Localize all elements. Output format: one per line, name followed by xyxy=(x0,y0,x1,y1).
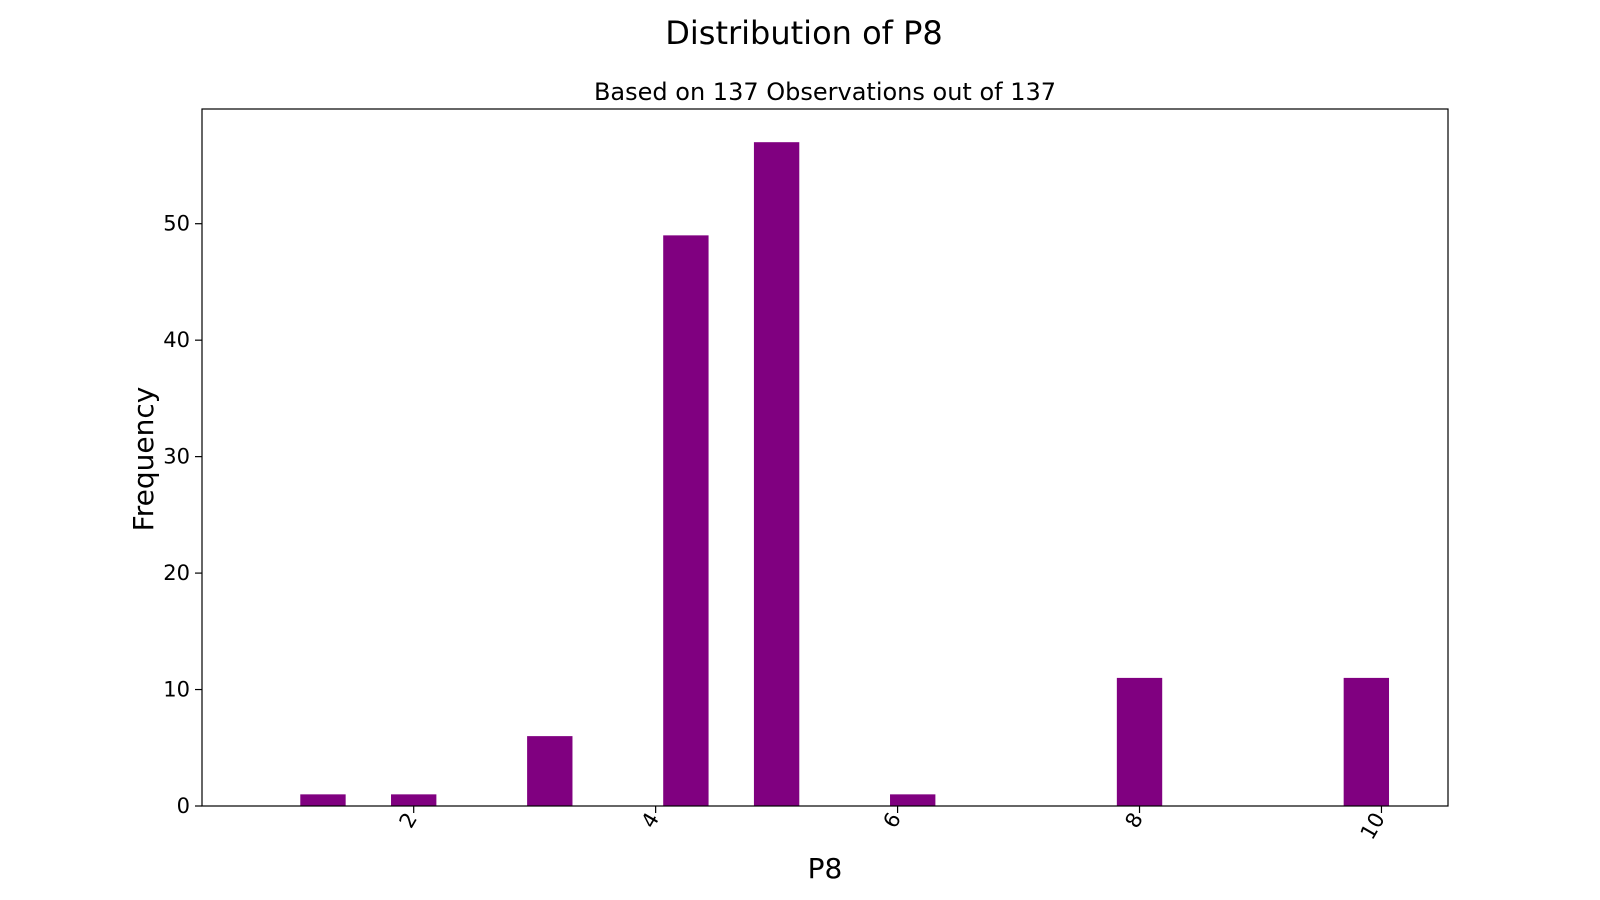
x-tick-label: 4 xyxy=(636,809,663,833)
y-axis-ticks: 0 10 20 30 40 50 xyxy=(163,212,202,818)
x-tick-label: 10 xyxy=(1356,809,1390,844)
y-tick-label: 20 xyxy=(163,561,190,585)
bar xyxy=(1116,677,1163,806)
bar xyxy=(753,142,800,806)
bar xyxy=(1343,677,1390,806)
y-tick-label: 30 xyxy=(163,445,190,469)
y-axis-label: Frequency xyxy=(127,387,160,532)
bar xyxy=(391,794,437,806)
y-tick-label: 40 xyxy=(163,328,190,352)
x-tick-label: 2 xyxy=(395,809,422,833)
x-axis-ticks: 2 4 6 8 10 xyxy=(395,806,1390,844)
x-tick-label: 8 xyxy=(1120,809,1147,833)
bars-group xyxy=(300,142,1390,807)
chart-subtitle: Based on 137 Observations out of 137 xyxy=(594,78,1056,106)
y-tick-label: 50 xyxy=(163,212,190,236)
plot-frame xyxy=(201,108,1449,807)
bar xyxy=(890,794,936,806)
x-axis-label: P8 xyxy=(808,852,843,885)
x-tick-label: 6 xyxy=(878,809,905,833)
chart-title: Distribution of P8 xyxy=(665,14,943,52)
bar xyxy=(300,794,346,806)
bar xyxy=(527,736,573,806)
y-tick-label: 10 xyxy=(163,678,190,702)
bar xyxy=(663,235,709,807)
y-tick-label: 0 xyxy=(177,794,190,818)
